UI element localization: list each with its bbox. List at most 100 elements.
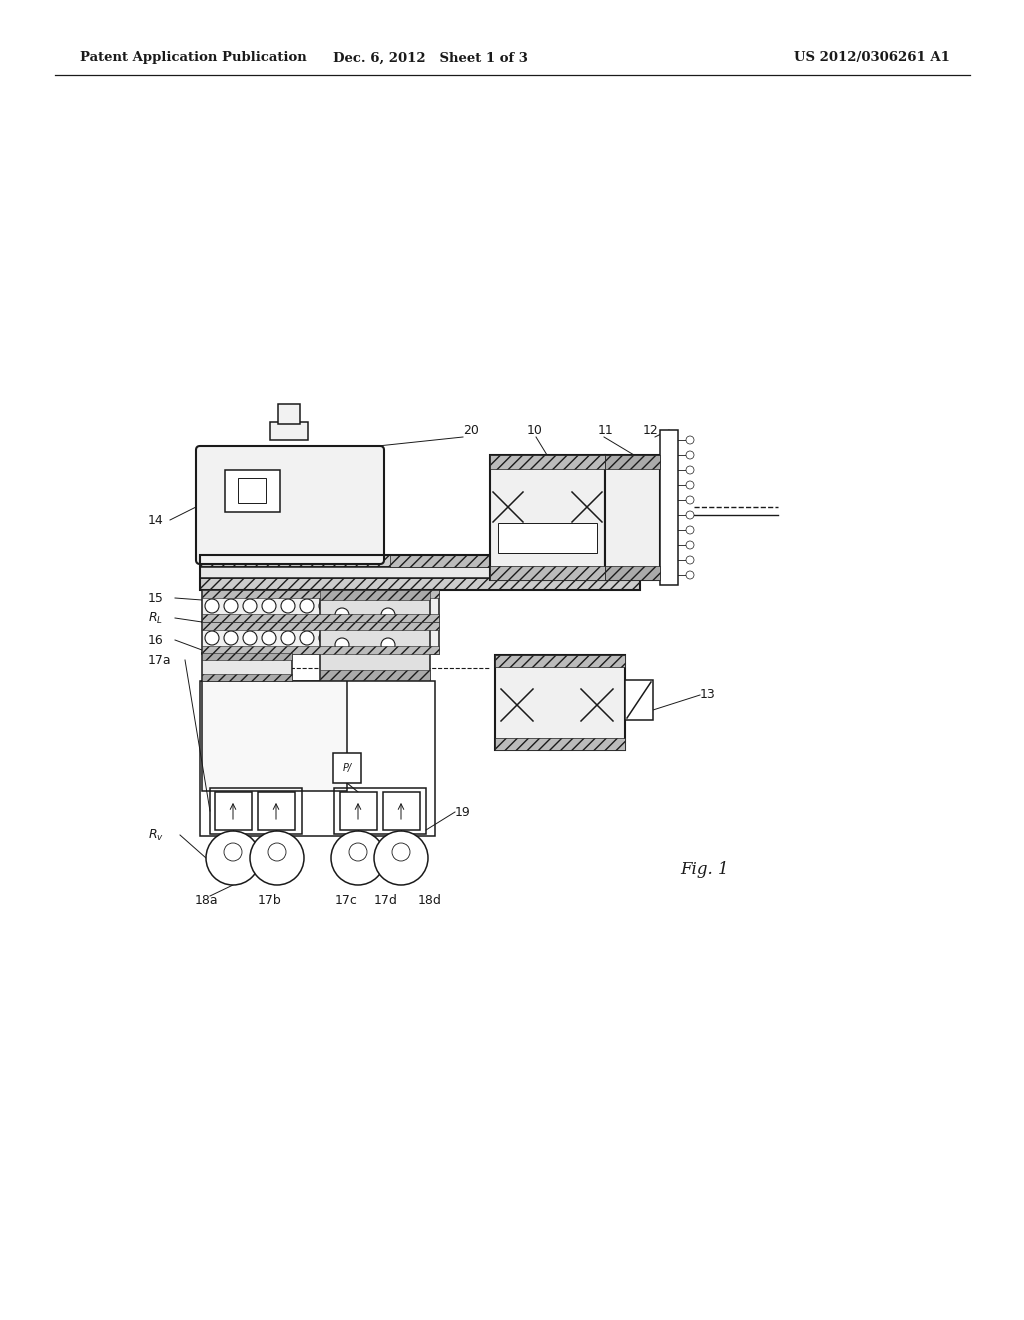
Circle shape <box>686 541 694 549</box>
Circle shape <box>281 599 295 612</box>
Bar <box>660 430 678 585</box>
Bar <box>225 470 280 512</box>
Bar <box>495 738 625 750</box>
Text: 20: 20 <box>463 424 479 437</box>
Bar <box>200 554 640 590</box>
Circle shape <box>243 599 257 612</box>
Circle shape <box>335 638 349 652</box>
Bar <box>258 792 295 830</box>
Circle shape <box>319 599 333 612</box>
Bar <box>383 792 420 830</box>
Bar <box>202 653 292 681</box>
Text: 16: 16 <box>148 634 164 647</box>
Circle shape <box>357 599 371 612</box>
Circle shape <box>349 843 367 861</box>
Circle shape <box>281 631 295 645</box>
Circle shape <box>514 675 532 692</box>
Bar <box>202 681 347 791</box>
Circle shape <box>300 631 314 645</box>
Circle shape <box>224 631 238 645</box>
Text: 15: 15 <box>148 591 164 605</box>
Circle shape <box>262 599 276 612</box>
Bar <box>495 655 625 667</box>
Bar <box>319 590 430 680</box>
Text: 19: 19 <box>455 805 471 818</box>
Bar <box>202 614 439 622</box>
Circle shape <box>395 631 409 645</box>
Circle shape <box>686 480 694 488</box>
Bar <box>319 671 430 680</box>
Bar <box>202 675 292 681</box>
Bar <box>490 455 605 579</box>
Bar <box>200 554 640 568</box>
Circle shape <box>224 843 242 861</box>
Bar <box>238 478 266 503</box>
Text: 11: 11 <box>598 424 613 437</box>
Bar <box>200 578 640 590</box>
Bar <box>270 422 308 440</box>
Text: 17d: 17d <box>374 894 398 907</box>
Circle shape <box>686 466 694 474</box>
Bar <box>490 566 605 579</box>
Text: 18a: 18a <box>195 894 219 907</box>
Circle shape <box>626 531 638 543</box>
Text: 17a: 17a <box>148 653 172 667</box>
Text: P/: P/ <box>342 763 351 774</box>
Circle shape <box>686 451 694 459</box>
Text: US 2012/0306261 A1: US 2012/0306261 A1 <box>795 51 950 65</box>
Bar <box>202 622 439 630</box>
Text: Patent Application Publication: Patent Application Publication <box>80 51 307 65</box>
Bar <box>490 455 605 469</box>
Bar <box>390 554 490 568</box>
Bar <box>340 792 377 830</box>
Circle shape <box>381 609 395 622</box>
Bar <box>200 681 435 836</box>
Bar <box>202 590 439 622</box>
Bar <box>202 622 439 653</box>
Circle shape <box>335 609 349 622</box>
Text: 18d: 18d <box>418 894 442 907</box>
Bar <box>605 455 660 579</box>
Bar <box>498 523 597 553</box>
Circle shape <box>338 631 352 645</box>
Bar <box>215 792 252 830</box>
Text: $R_L$: $R_L$ <box>148 610 163 626</box>
Text: Dec. 6, 2012   Sheet 1 of 3: Dec. 6, 2012 Sheet 1 of 3 <box>333 51 527 65</box>
Circle shape <box>381 638 395 652</box>
Bar <box>210 788 302 834</box>
Circle shape <box>581 675 599 692</box>
Circle shape <box>205 631 219 645</box>
Bar <box>605 566 660 579</box>
Circle shape <box>506 541 524 558</box>
Circle shape <box>686 496 694 504</box>
Circle shape <box>374 832 428 884</box>
Bar <box>319 590 430 601</box>
Bar <box>605 455 660 469</box>
Circle shape <box>686 572 694 579</box>
Circle shape <box>357 631 371 645</box>
Bar <box>202 653 292 660</box>
Circle shape <box>392 843 410 861</box>
Text: 17b: 17b <box>258 894 282 907</box>
Bar <box>333 752 361 783</box>
Circle shape <box>338 599 352 612</box>
Bar <box>202 645 439 653</box>
Circle shape <box>414 599 428 612</box>
Circle shape <box>205 599 219 612</box>
Circle shape <box>686 436 694 444</box>
Bar <box>495 655 625 750</box>
Text: 10: 10 <box>527 424 543 437</box>
Text: Fig. 1: Fig. 1 <box>680 862 729 879</box>
Circle shape <box>206 832 260 884</box>
Bar <box>202 590 439 598</box>
Circle shape <box>414 631 428 645</box>
Circle shape <box>250 832 304 884</box>
Text: 12: 12 <box>643 424 658 437</box>
Text: 13: 13 <box>700 689 716 701</box>
Circle shape <box>686 511 694 519</box>
Circle shape <box>300 599 314 612</box>
Text: 17c: 17c <box>335 894 357 907</box>
Circle shape <box>262 631 276 645</box>
Circle shape <box>376 599 390 612</box>
Circle shape <box>686 525 694 535</box>
